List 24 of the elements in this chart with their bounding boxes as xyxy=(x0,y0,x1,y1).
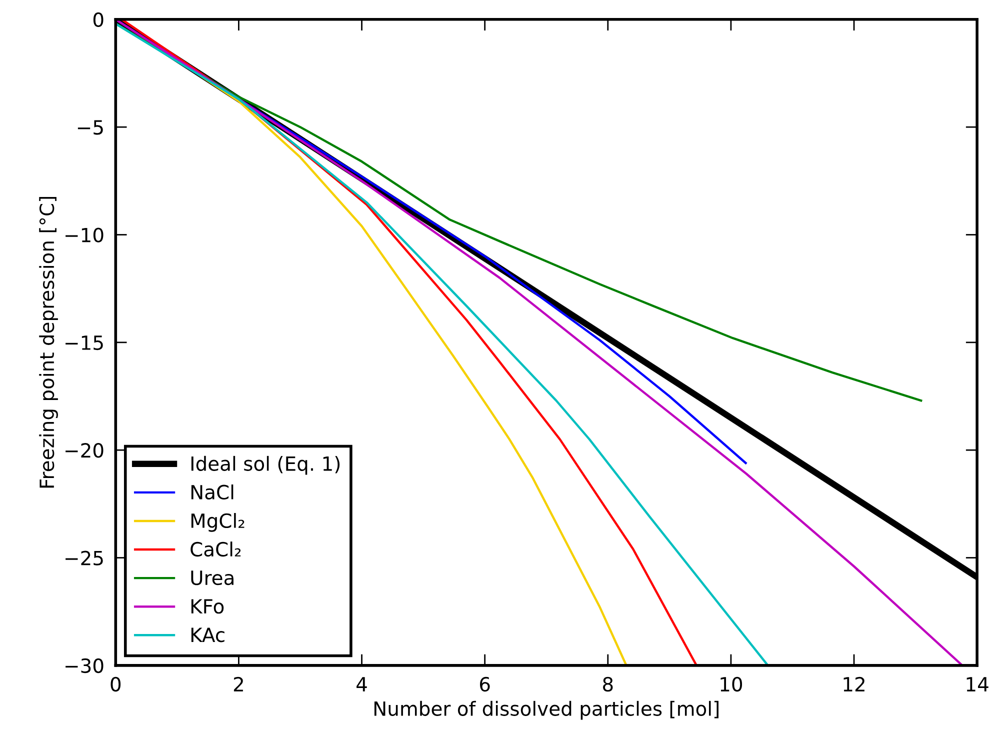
y-tick-label: −20 xyxy=(66,443,104,458)
x-tick-label: 8 xyxy=(603,676,613,692)
legend-label: Urea xyxy=(191,570,234,586)
y-tick-label: −30 xyxy=(66,658,104,674)
y-tick-label: −10 xyxy=(66,228,104,242)
x-tick-label: 14 xyxy=(966,677,988,692)
x-tick-label: 6 xyxy=(480,676,490,692)
y-tick-label: −5 xyxy=(78,120,103,135)
legend-label: NaCl xyxy=(191,484,234,500)
x-axis-title: Number of dissolved particles [mol] xyxy=(374,700,718,720)
legend-label: Ideal sol (Eq. 1) xyxy=(191,456,340,475)
legend-label: KFo xyxy=(191,599,224,614)
x-tick-label: 2 xyxy=(234,676,243,692)
x-tick-label: 12 xyxy=(844,676,864,692)
legend-label: KAc xyxy=(191,628,224,642)
x-tick-label: 0 xyxy=(110,676,121,692)
x-tick-label: 4 xyxy=(356,677,367,692)
y-axis-title: Freezing point depression [°C] xyxy=(39,196,58,488)
x-tick-label: 10 xyxy=(720,676,742,692)
y-tick-label: 0 xyxy=(93,12,104,28)
y-tick-label: −15 xyxy=(66,336,103,350)
legend-label: CaCl₂ xyxy=(190,542,241,557)
legend-label: MgCl₂ xyxy=(191,513,244,532)
y-tick-label: −25 xyxy=(66,550,103,566)
